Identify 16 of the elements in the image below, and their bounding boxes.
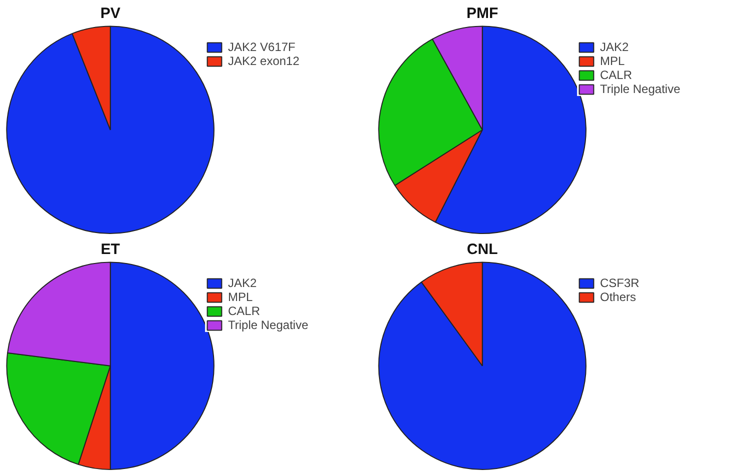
legend-label: MPL	[600, 54, 625, 68]
legend-label: CALR	[228, 304, 260, 318]
legend-label: Others	[600, 290, 636, 304]
legend-label: Triple Negative	[600, 82, 680, 96]
legend-label: JAK2 V617F	[228, 40, 296, 54]
legend-label: JAK2	[600, 40, 629, 54]
legend-label: CALR	[600, 68, 632, 82]
legend-label: MPL	[228, 290, 253, 304]
legend-label: JAK2	[228, 276, 257, 290]
legend-label: JAK2 exon12	[228, 54, 300, 68]
chart-title: PV	[100, 5, 120, 22]
legend-label: Triple Negative	[228, 318, 308, 332]
legend-label: CSF3R	[600, 276, 640, 290]
chart-title: ET	[100, 241, 120, 258]
chart-title: CNL	[466, 241, 498, 258]
chart-title: PMF	[466, 5, 498, 22]
